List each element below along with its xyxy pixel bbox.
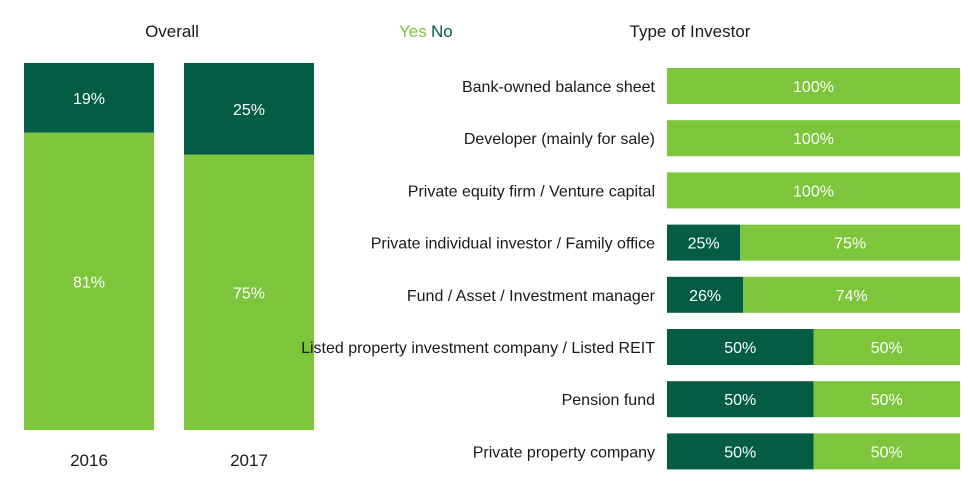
label-no-fund-asset-investment-manager: 26% (689, 288, 721, 305)
label-yes-fund-asset-investment-manager: 74% (836, 288, 868, 305)
x-tick-2016: 2016 (70, 451, 108, 470)
category-label-pension-fund: Pension fund (562, 392, 655, 409)
bar-yes-private-property-company (813, 433, 960, 470)
category-label-private-property-company: Private property company (473, 444, 655, 461)
bar-no-private-individual-investor-family-office (667, 224, 741, 261)
x-tick-2017: 2017 (230, 451, 268, 470)
bar-no-listed-property-investment-company-listed-reit (667, 329, 814, 365)
overall-chart: Overall 19% 81% 2016 25% 75% 2017 (24, 22, 314, 470)
label-yes-2016: 81% (73, 274, 105, 291)
legend-yes: Yes (399, 22, 427, 41)
label-yes-pension-fund: 50% (871, 392, 903, 409)
overall-chart-title: Overall (145, 22, 199, 41)
category-label-private-equity-firm-venture-capital: Private equity firm / Venture capital (408, 183, 655, 200)
category-label-bank-owned-balance-sheet: Bank-owned balance sheet (462, 79, 656, 96)
bar-yes-fund-asset-investment-manager (743, 276, 960, 313)
label-yes-developer-mainly-for-sale: 100% (793, 131, 834, 148)
bar-yes-private-individual-investor-family-office (740, 224, 960, 261)
label-no-2016: 19% (73, 91, 105, 108)
investor-type-chart: Type of Investor Yes No Bank-owned balan… (301, 22, 960, 470)
label-no-2017: 25% (233, 102, 265, 119)
investor-type-chart-title: Type of Investor (630, 22, 751, 41)
category-label-developer-mainly-for-sale: Developer (mainly for sale) (464, 131, 655, 148)
bar-yes-developer-mainly-for-sale (667, 120, 960, 157)
bar-no-2016 (24, 63, 154, 133)
bar-no-2017 (184, 63, 314, 155)
bar-yes-pension-fund (813, 381, 960, 418)
label-no-private-property-company: 50% (724, 444, 756, 461)
label-yes-2017: 75% (233, 285, 265, 302)
category-label-private-individual-investor-family-office: Private individual investor / Family off… (371, 236, 655, 253)
bar-yes-bank-owned-balance-sheet (667, 68, 960, 104)
label-yes-private-property-company: 50% (871, 444, 903, 461)
label-yes-private-individual-investor-family-office: 75% (834, 236, 866, 253)
label-yes-listed-property-investment-company-listed-reit: 50% (871, 340, 903, 357)
bar-no-pension-fund (667, 381, 814, 418)
category-label-fund-asset-investment-manager: Fund / Asset / Investment manager (407, 288, 656, 305)
bar-yes-listed-property-investment-company-listed-reit (813, 329, 960, 365)
legend-no: No (431, 22, 453, 41)
bar-yes-private-equity-firm-venture-capital (667, 172, 960, 209)
category-label-listed-property-investment-company-listed-reit: Listed property investment company / Lis… (301, 340, 655, 357)
bar-yes-2017 (184, 154, 314, 430)
legend: Yes No (399, 22, 453, 41)
label-no-private-individual-investor-family-office: 25% (688, 236, 720, 253)
label-yes-bank-owned-balance-sheet: 100% (793, 79, 834, 96)
label-no-listed-property-investment-company-listed-reit: 50% (724, 340, 756, 357)
bar-yes-2016 (24, 132, 154, 431)
bar-no-fund-asset-investment-manager (667, 276, 744, 313)
label-yes-private-equity-firm-venture-capital: 100% (793, 183, 834, 200)
bar-no-private-property-company (667, 433, 814, 470)
label-no-pension-fund: 50% (724, 392, 756, 409)
